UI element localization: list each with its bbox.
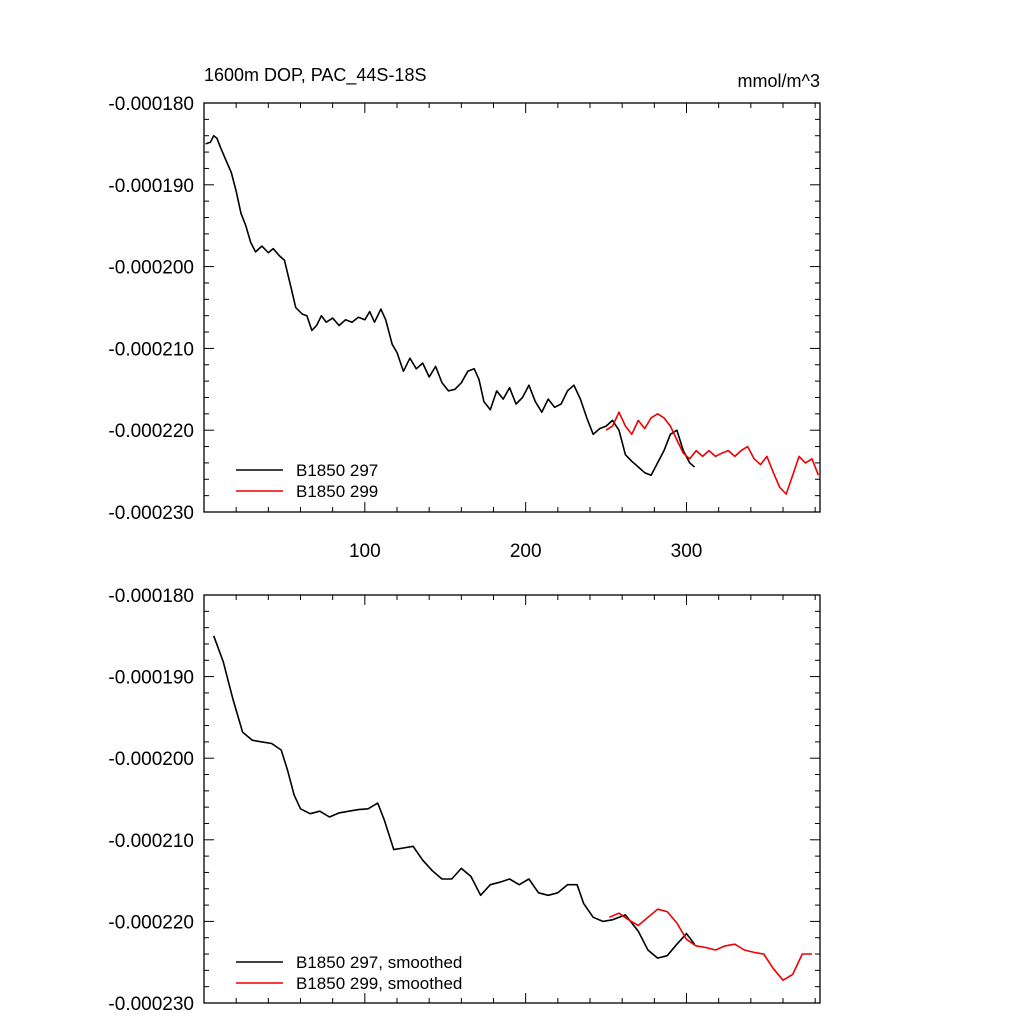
- plot-frame: [203, 594, 821, 1004]
- x-tick-label: 200: [510, 541, 542, 562]
- series-line-1: [212, 635, 696, 959]
- legend-label: B1850 299: [296, 482, 378, 501]
- plot-frame: [203, 102, 821, 513]
- series-line-2: [608, 908, 812, 981]
- series-line-2: [605, 411, 820, 495]
- y-tick-label: -0.000180: [108, 586, 194, 607]
- y-tick-label: -0.000210: [108, 831, 194, 852]
- y-tick-label: -0.000230: [108, 994, 194, 1015]
- panel-2: -0.000180 -0.000190 -0.000200 -0.000210 -0.0…: [108, 586, 821, 1015]
- panel-1: -0.000180 -0.000190 -0.000200 -0.000210 -0.0…: [108, 65, 821, 562]
- legend-label: B1850 299, smoothed: [296, 974, 462, 993]
- x-tick-label: 100: [349, 541, 381, 562]
- series-line-1: [205, 134, 696, 476]
- y-tick-label: -0.000200: [108, 258, 194, 279]
- y-tick-label: -0.000220: [108, 912, 194, 933]
- y-tick-label: -0.000190: [108, 176, 194, 197]
- y-tick-label: -0.000190: [108, 668, 194, 689]
- x-tick-label: 300: [671, 541, 703, 562]
- y-tick-label: -0.000210: [108, 339, 194, 360]
- y-tick-label: -0.000180: [108, 94, 194, 115]
- y-tick-label: -0.000220: [108, 421, 194, 442]
- chart-title: 1600m DOP, PAC_44S-18S: [204, 65, 426, 86]
- chart-units: mmol/m^3: [738, 71, 820, 91]
- y-tick-label: -0.000230: [108, 503, 194, 524]
- y-tick-label: -0.000200: [108, 749, 194, 770]
- legend-label: B1850 297: [296, 461, 378, 480]
- legend-label: B1850 297, smoothed: [296, 953, 462, 972]
